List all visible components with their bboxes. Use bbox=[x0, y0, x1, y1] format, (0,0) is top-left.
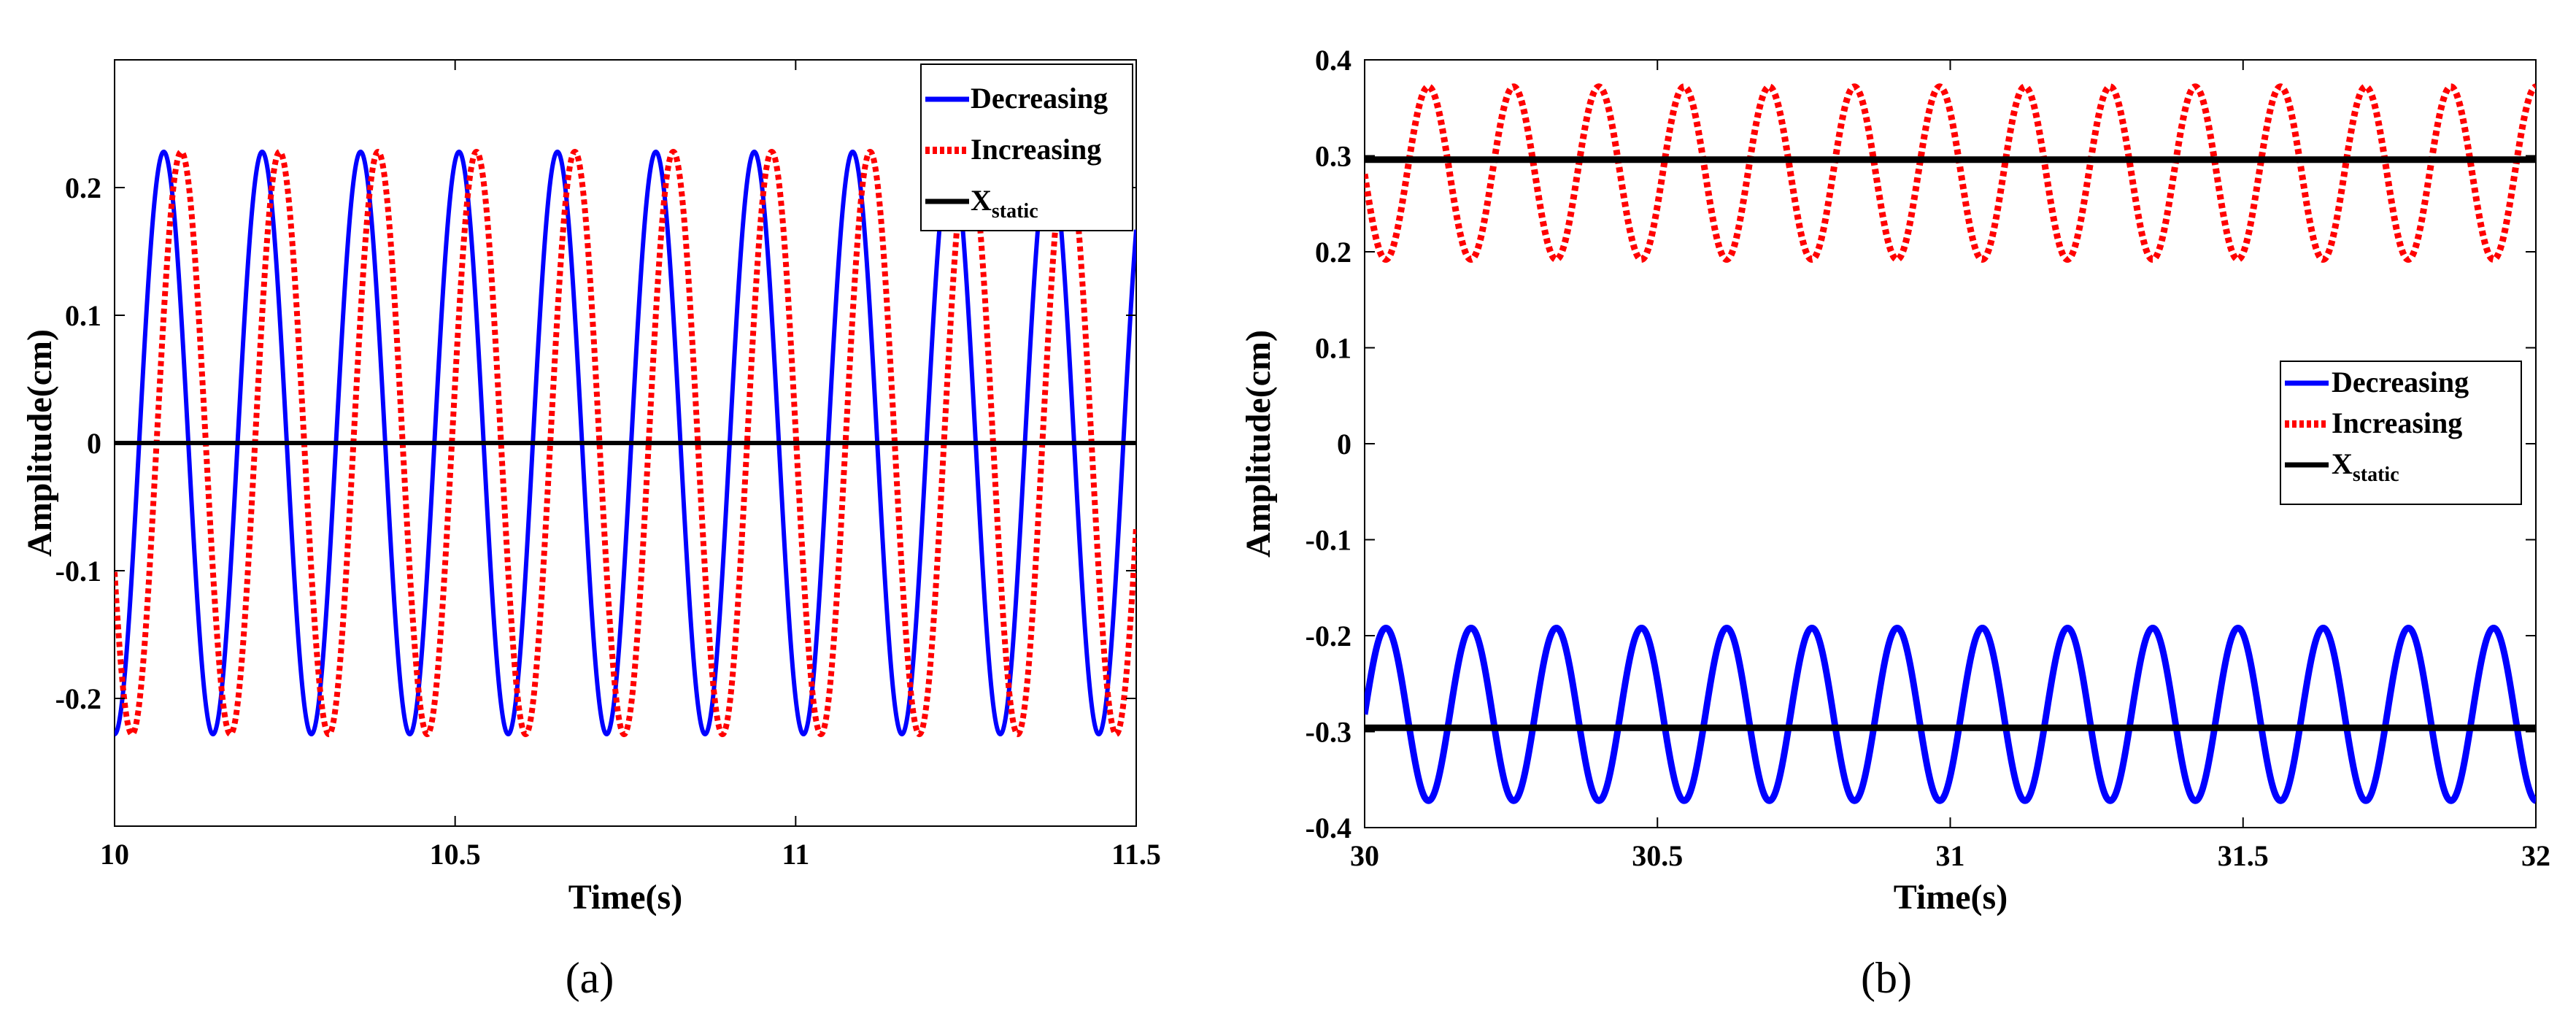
legend-label-increasing: Increasing bbox=[971, 133, 1101, 166]
y-tick-label: -0.2 bbox=[1306, 620, 1351, 652]
x-axis-label: Time(s) bbox=[1894, 878, 2008, 917]
y-tick-label: 0.4 bbox=[1315, 44, 1351, 77]
y-tick-label: -0.3 bbox=[1306, 716, 1351, 749]
y-tick-label: -0.2 bbox=[55, 682, 101, 715]
y-tick-label: -0.4 bbox=[1306, 812, 1351, 844]
series-layer bbox=[115, 148, 1136, 738]
x-tick-label: 11.5 bbox=[1111, 838, 1161, 871]
y-axis-label: Amplitude(cm) bbox=[20, 329, 59, 557]
y-tick-label: 0 bbox=[87, 427, 101, 460]
series-line-decreasing bbox=[1365, 624, 2536, 804]
x-tick-label: 11 bbox=[782, 838, 809, 871]
tick-layer: 30 30.5 31 31.5 32 -0.4 -0.3 -0.2 -0.1 0 0.1 0.2 0.3… bbox=[1306, 44, 2550, 872]
y-axis-label: Amplitude(cm) bbox=[1239, 330, 1278, 558]
y-tick-label: 0.1 bbox=[65, 299, 101, 332]
y-tick-label: -0.1 bbox=[1306, 524, 1351, 557]
y-tick-label: 0.2 bbox=[1315, 236, 1351, 269]
chart-panel-a: 10 10.5 11 11.5 -0.2 -0.1 0 0.1 0.2 Time(s) Ampl… bbox=[20, 59, 1161, 1002]
x-tick-label: 30.5 bbox=[1632, 839, 1683, 872]
x-tick-label: 10 bbox=[100, 838, 129, 871]
chart-panel-b: 30 30.5 31 31.5 32 -0.4 -0.3 -0.2 -0.1 0 0.1 0.2 0.3… bbox=[1239, 44, 2550, 1002]
x-tick-label: 31 bbox=[1936, 839, 1965, 872]
x-tick-label: 31.5 bbox=[2218, 839, 2269, 872]
y-tick-label: 0 bbox=[1337, 428, 1351, 461]
x-tick-label: 32 bbox=[2521, 839, 2550, 872]
series-line-decreasing bbox=[115, 150, 1136, 737]
x-tick-label: 30 bbox=[1350, 839, 1379, 872]
panel-caption-b: (b) bbox=[1861, 954, 1912, 1002]
y-tick-label: 0.1 bbox=[1315, 332, 1351, 365]
legend-label-increasing: Increasing bbox=[2332, 407, 2462, 439]
panel-caption-a: (a) bbox=[566, 954, 614, 1002]
y-tick-label: -0.1 bbox=[55, 555, 101, 587]
tick-layer: 10 10.5 11 11.5 -0.2 -0.1 0 0.1 0.2 bbox=[55, 60, 1161, 871]
legend-label-decreasing: Decreasing bbox=[971, 82, 1108, 115]
legend-label-decreasing: Decreasing bbox=[2332, 366, 2469, 398]
x-tick-label: 10.5 bbox=[430, 838, 481, 871]
y-tick-label: 0.2 bbox=[65, 172, 101, 204]
series-layer bbox=[1365, 83, 2536, 804]
series-line-increasing bbox=[1365, 83, 2536, 263]
x-axis-label: Time(s) bbox=[568, 878, 682, 917]
y-tick-label: 0.3 bbox=[1315, 140, 1351, 173]
